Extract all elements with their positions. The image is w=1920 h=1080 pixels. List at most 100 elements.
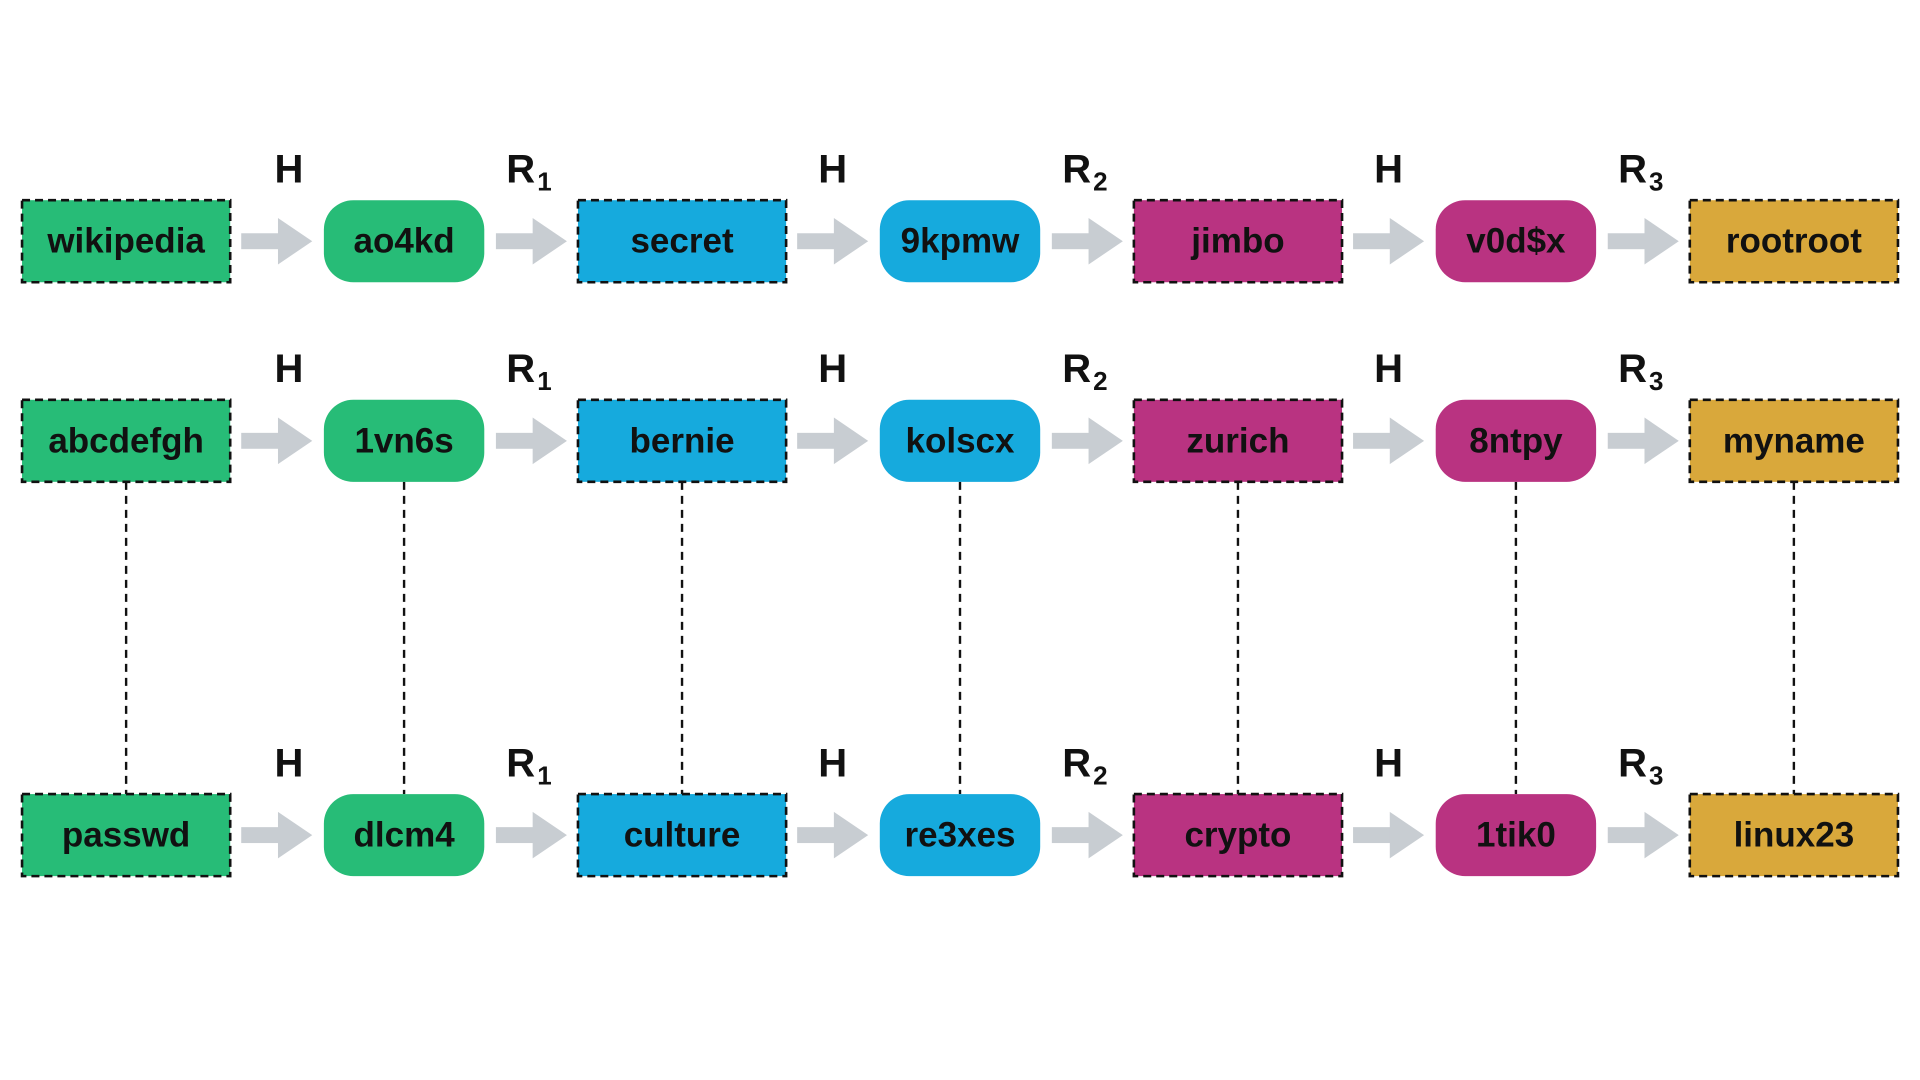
plaintext-node: rootroot [1688, 198, 1900, 284]
arrow-shaft [1051, 827, 1091, 844]
hash-box [1435, 399, 1597, 482]
operation-subscript: 1 [537, 166, 551, 196]
operation-subscript: 2 [1093, 366, 1107, 396]
reduction-function-label: R3 [1618, 347, 1663, 396]
hash-box [323, 200, 485, 283]
flow-arrow [495, 217, 567, 265]
node-label: zurich [1186, 421, 1289, 460]
node-label: re3xes [905, 816, 1016, 855]
arrow-shaft [495, 432, 535, 449]
arrow-shaft [1353, 233, 1392, 250]
hash-function-label: H [1374, 741, 1403, 785]
hash-node: 9kpmw [879, 200, 1041, 283]
flow-arrow [1051, 217, 1123, 265]
arrow-head [1644, 811, 1679, 859]
hash-function-label: H [818, 347, 847, 391]
flow-arrow [241, 417, 313, 465]
hash-node: dlcm4 [323, 794, 485, 877]
arrow-shaft [1607, 827, 1647, 844]
plaintext-box [1132, 198, 1344, 284]
hash-node: 1vn6s [323, 399, 485, 482]
arrow-head [1644, 217, 1679, 265]
plaintext-box [20, 398, 232, 484]
operation-symbol: H [1374, 741, 1403, 785]
flow-arrow [1051, 811, 1123, 859]
hash-node: re3xes [879, 794, 1041, 877]
operation-subscript: 2 [1093, 760, 1107, 790]
operation-symbol: H [818, 147, 847, 191]
flow-arrow [797, 811, 869, 859]
node-label: passwd [62, 816, 190, 855]
operation-symbol: R [506, 741, 535, 785]
node-label: kolscx [906, 421, 1015, 460]
arrow-shaft [797, 827, 836, 844]
operation-symbol: H [818, 347, 847, 391]
node-label: 8ntpy [1469, 421, 1563, 460]
arrow-head [1389, 811, 1425, 859]
arrow-shaft [1607, 432, 1647, 449]
operation-symbol: R [1062, 347, 1091, 391]
hash-box [879, 794, 1041, 877]
arrow-shaft [1051, 432, 1091, 449]
plaintext-box [1688, 398, 1900, 484]
hash-node: 8ntpy [1435, 399, 1597, 482]
arrow-head [1389, 417, 1425, 465]
arrow-shaft [797, 432, 836, 449]
plaintext-box [576, 398, 788, 484]
arrow-head [532, 417, 567, 465]
flow-arrow [495, 811, 567, 859]
plaintext-node: culture [576, 792, 788, 878]
arrow-shaft [1607, 233, 1647, 250]
hash-function-label: H [818, 147, 847, 191]
flow-arrow [797, 217, 869, 265]
arrow-shaft [241, 233, 280, 250]
node-label: 1vn6s [354, 421, 453, 460]
operation-symbol: R [506, 147, 535, 191]
arrow-head [1088, 217, 1123, 265]
flow-arrow [495, 417, 567, 465]
operation-subscript: 1 [537, 366, 551, 396]
arrow-head [277, 217, 313, 265]
operation-symbol: H [275, 347, 304, 391]
hash-node: kolscx [879, 399, 1041, 482]
arrow-head [532, 217, 567, 265]
hash-box [323, 794, 485, 877]
arrow-head [833, 811, 869, 859]
plaintext-box [1132, 792, 1344, 878]
arrow-head [833, 417, 869, 465]
operation-subscript: 1 [537, 760, 551, 790]
hash-function-label: H [275, 147, 304, 191]
arrow-shaft [241, 827, 280, 844]
hash-node: ao4kd [323, 200, 485, 283]
operation-symbol: H [275, 741, 304, 785]
hash-box [323, 399, 485, 482]
node-label: secret [630, 222, 733, 261]
arrow-shaft [495, 827, 535, 844]
arrow-head [1088, 417, 1123, 465]
plaintext-node: myname [1688, 398, 1900, 484]
plaintext-box [576, 792, 788, 878]
flow-arrow [1607, 417, 1679, 465]
arrow-shaft [1353, 432, 1392, 449]
reduction-function-label: R3 [1618, 741, 1663, 790]
reduction-function-label: R1 [506, 147, 551, 196]
operation-symbol: R [506, 347, 535, 391]
flow-arrow [1607, 217, 1679, 265]
plaintext-box [20, 792, 232, 878]
node-label: dlcm4 [354, 816, 456, 855]
reduction-function-label: R2 [1062, 147, 1107, 196]
arrow-head [1088, 811, 1123, 859]
arrow-layer [241, 217, 1679, 859]
operation-symbol: R [1062, 741, 1091, 785]
node-label: ao4kd [354, 222, 455, 261]
operation-symbol: H [818, 741, 847, 785]
plaintext-node: abcdefgh [20, 398, 232, 484]
node-label: bernie [630, 421, 735, 460]
arrow-shaft [1353, 827, 1392, 844]
operation-symbol: R [1618, 741, 1647, 785]
operation-symbol: R [1062, 147, 1091, 191]
flow-arrow [797, 417, 869, 465]
connector-layer [124, 481, 1796, 795]
hash-function-label: H [275, 741, 304, 785]
hash-node: v0d$x [1435, 200, 1597, 283]
